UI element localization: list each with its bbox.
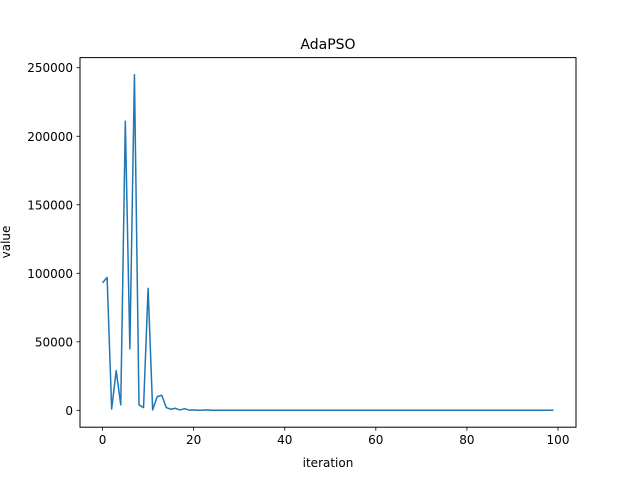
series-line [101,73,554,412]
y-axis: 0 50000 100000 150000 200000 250000 [27,61,80,418]
x-tick-label: 0 [99,433,107,447]
x-tick-label: 20 [186,433,201,447]
y-tick-label: 100000 [27,267,73,281]
y-tick-label: 150000 [27,198,73,212]
plot-area [79,57,577,428]
y-tick-label: 200000 [27,130,73,144]
x-tick-label: 80 [459,433,474,447]
y-tick-label: 0 [65,404,73,418]
y-axis-label: value [0,226,13,259]
x-axis: 0 20 40 60 80 100 [99,427,570,447]
x-tick-label: 40 [277,433,292,447]
x-tick-label: 60 [368,433,383,447]
chart-title: AdaPSO [300,37,355,53]
y-tick-label: 50000 [35,335,73,349]
x-axis-label: iteration [303,456,354,470]
x-tick-label: 100 [547,433,570,447]
y-tick-label: 250000 [27,61,73,75]
